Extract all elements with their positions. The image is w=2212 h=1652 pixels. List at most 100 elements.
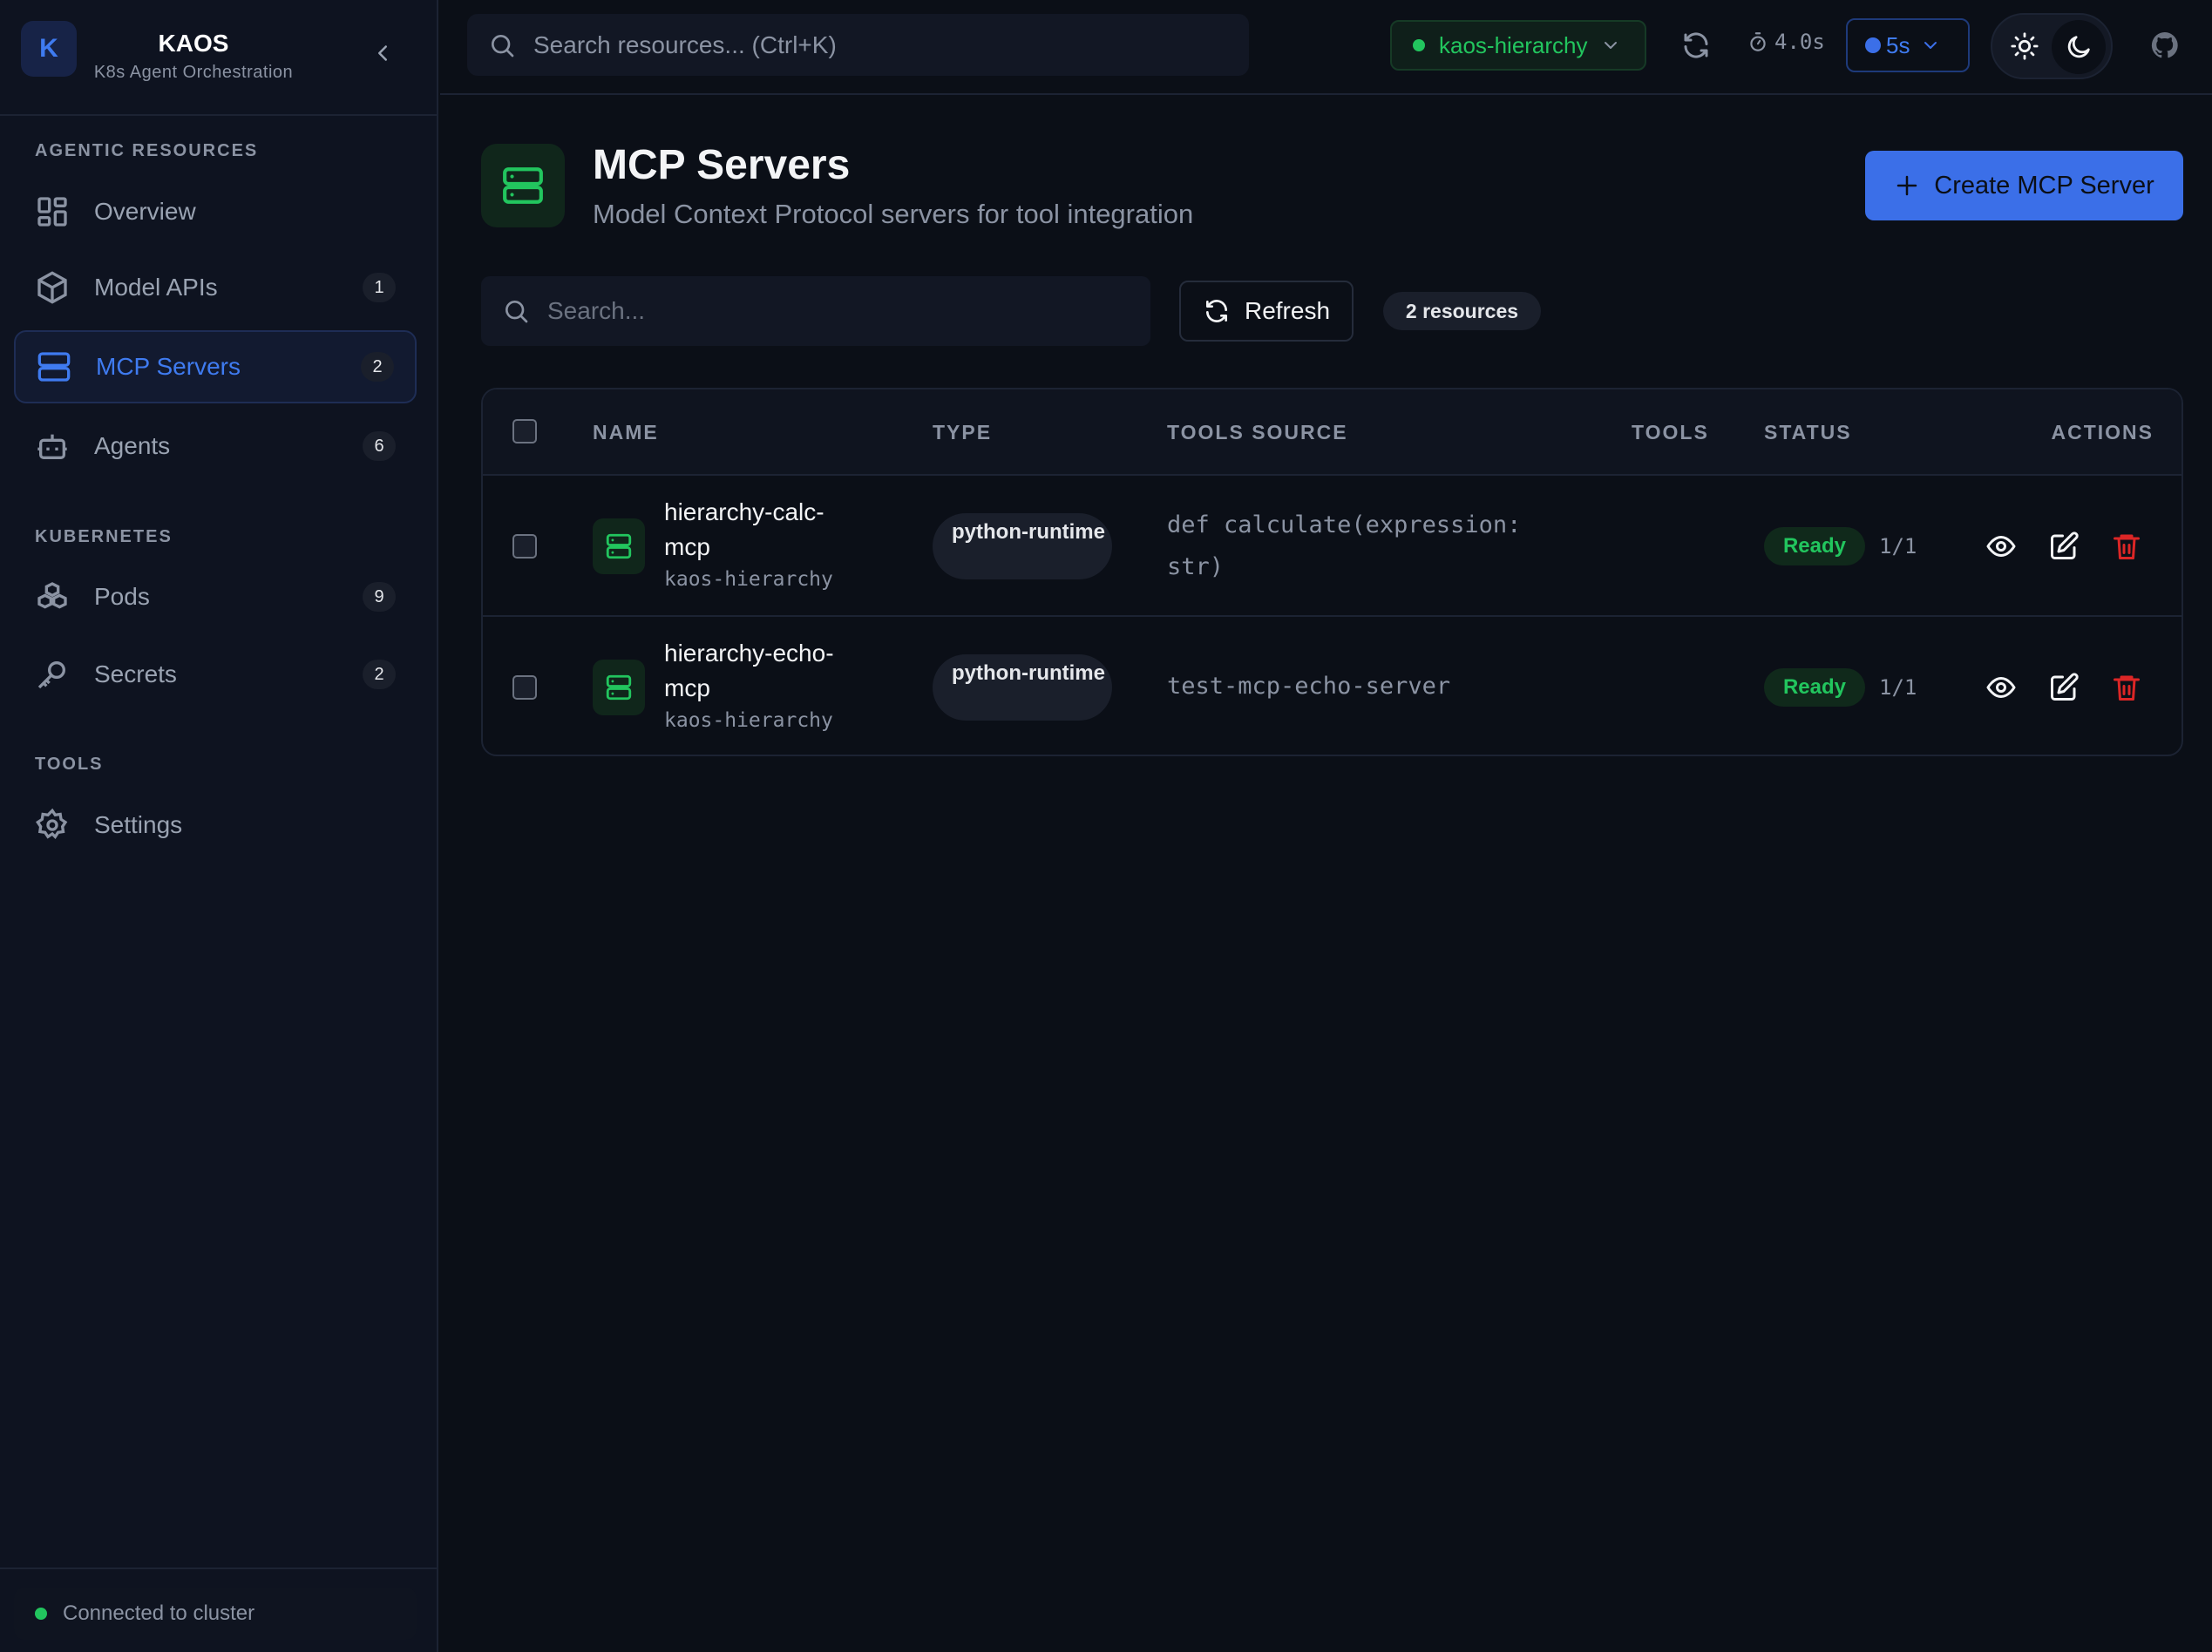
type-badge: python-runtime: [933, 513, 1112, 579]
poll-interval-selector[interactable]: 5s: [1846, 18, 1970, 72]
server-icon: [503, 167, 543, 204]
brand: KAOS K8s Agent Orchestration: [91, 30, 296, 83]
mcp-servers-table: NAME TYPE TOOLS SOURCE TOOLS STATUS ACTI…: [481, 388, 2183, 756]
column-header-actions: ACTIONS: [2051, 421, 2154, 443]
filter-search-input[interactable]: Search...: [481, 276, 1150, 346]
bot-icon: [37, 434, 67, 459]
divider: [0, 1567, 438, 1569]
trash-icon[interactable]: [2111, 531, 2142, 562]
sidebar-item-agents[interactable]: Agents 6: [14, 410, 417, 483]
column-header-status[interactable]: STATUS: [1764, 421, 1852, 443]
status-dot: [35, 1608, 47, 1620]
chevron-left-icon[interactable]: [370, 40, 396, 66]
eye-icon[interactable]: [1985, 672, 2017, 703]
select-all-checkbox[interactable]: [512, 419, 537, 443]
section-label: TOOLS: [35, 755, 104, 774]
tools-source: test-mcp-echo-server: [1167, 673, 1451, 700]
row-checkbox[interactable]: [512, 675, 537, 700]
sun-icon[interactable]: [2010, 31, 2039, 61]
search-icon: [492, 34, 514, 57]
eye-icon[interactable]: [1985, 531, 2017, 562]
theme-toggle[interactable]: [1991, 13, 2113, 79]
sidebar-item-label: Secrets: [94, 660, 177, 687]
key-icon: [37, 661, 65, 689]
namespace-selector[interactable]: kaos-hierarchy: [1390, 20, 1646, 71]
type-badge: python-runtime: [933, 654, 1112, 721]
count-badge: 2: [361, 352, 394, 382]
sidebar-item-pods[interactable]: Pods 9: [14, 560, 417, 633]
namespace-label: kaos-hierarchy: [1439, 31, 1588, 58]
server-icon-badge: [593, 660, 645, 715]
sidebar-item-label: Settings: [94, 811, 183, 838]
page-subtitle: Model Context Protocol servers for tool …: [593, 199, 1194, 229]
refresh-label: Refresh: [1244, 297, 1331, 324]
tools-source: def calculate(expression: str): [1167, 511, 1522, 580]
server-icon: [37, 352, 71, 382]
poll-interval-label: 5s: [1886, 31, 1910, 58]
sidebar-item-secrets[interactable]: Secrets 2: [14, 638, 417, 711]
timer-value: 4.0s: [1774, 30, 1825, 54]
cube-icon: [37, 271, 67, 304]
sidebar-item-label: Agents: [94, 432, 171, 459]
timer-icon: [1750, 32, 1766, 51]
refresh-button[interactable]: Refresh: [1179, 281, 1354, 342]
refresh-icon: [1205, 300, 1227, 322]
refresh-icon[interactable]: [1680, 30, 1712, 61]
create-mcp-server-button[interactable]: Create MCP Server: [1865, 151, 2183, 220]
column-header-type[interactable]: TYPE: [933, 421, 993, 443]
boxes-icon: [37, 582, 67, 609]
column-header-name[interactable]: NAME: [593, 421, 659, 443]
row-checkbox[interactable]: [512, 534, 537, 559]
section-label: AGENTIC RESOURCES: [35, 141, 259, 160]
search-icon: [506, 301, 528, 323]
count-badge: 1: [363, 273, 396, 302]
app-logo: K: [21, 21, 77, 77]
table-row[interactable]: hierarchy-echo-mcp kaos-hierarchy python…: [483, 617, 2181, 755]
section-label: KUBERNETES: [35, 527, 173, 546]
edit-icon[interactable]: [2048, 531, 2080, 562]
table-header: NAME TYPE TOOLS SOURCE TOOLS STATUS ACTI…: [483, 389, 2181, 476]
edit-icon[interactable]: [2048, 672, 2080, 703]
plus-icon: [1897, 175, 1917, 196]
grid-icon: [37, 197, 67, 227]
status-dot: [1413, 39, 1425, 51]
status-dot: [1865, 37, 1881, 53]
github-icon[interactable]: [2149, 30, 2181, 61]
resource-count-badge: 2 resources: [1383, 292, 1541, 330]
table-row[interactable]: hierarchy-calc-mcp kaos-hierarchy python…: [483, 476, 2181, 617]
chevron-down-icon: [1924, 42, 1937, 49]
sidebar-item-label: Overview: [94, 198, 196, 225]
column-header-tools-source[interactable]: TOOLS SOURCE: [1167, 421, 1348, 443]
server-name-link[interactable]: hierarchy-echo-mcp: [664, 640, 834, 701]
server-icon: [606, 674, 632, 701]
server-name-link[interactable]: hierarchy-calc-mcp: [664, 498, 824, 560]
search-placeholder: Search resources... (Ctrl+K): [533, 30, 837, 58]
create-label: Create MCP Server: [1934, 171, 2154, 200]
sidebar: K KAOS K8s Agent Orchestration AGENTIC R…: [0, 0, 438, 1652]
count-badge: 6: [363, 431, 396, 461]
sidebar-item-settings[interactable]: Settings: [14, 789, 417, 862]
server-namespace: kaos-hierarchy: [664, 709, 833, 732]
sidebar-item-mcp-servers[interactable]: MCP Servers 2: [14, 330, 417, 403]
app-subtitle: K8s Agent Orchestration: [93, 63, 294, 82]
gear-icon: [36, 808, 68, 839]
refresh-timer: 4.0s: [1747, 30, 1825, 54]
divider: [440, 93, 2212, 95]
trash-icon[interactable]: [2111, 672, 2142, 703]
sidebar-item-overview[interactable]: Overview: [14, 175, 417, 248]
replica-count: 1/1: [1879, 675, 1917, 700]
replica-count: 1/1: [1879, 534, 1917, 559]
connection-status-text: Connected to cluster: [63, 1601, 255, 1625]
column-header-tools[interactable]: TOOLS: [1632, 421, 1709, 443]
global-search-input[interactable]: Search resources... (Ctrl+K): [467, 14, 1249, 76]
count-badge: 2: [363, 660, 396, 689]
server-icon: [606, 533, 632, 559]
server-icon-badge: [593, 518, 645, 574]
dark-mode-button[interactable]: [2052, 20, 2106, 74]
sidebar-item-model-apis[interactable]: Model APIs 1: [14, 251, 417, 324]
app-title: KAOS: [158, 30, 229, 57]
status-badge: Ready: [1764, 527, 1865, 565]
divider: [0, 114, 438, 116]
page-icon: [481, 144, 565, 227]
sidebar-item-label: Model APIs: [94, 274, 218, 301]
